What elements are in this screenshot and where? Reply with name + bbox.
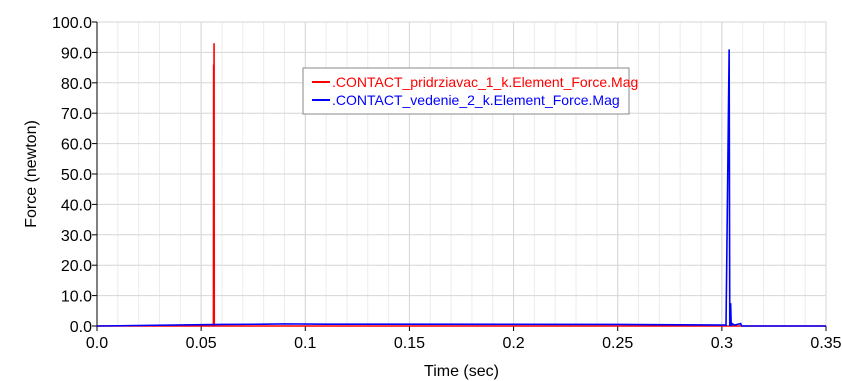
- y-tick-label: 70.0: [61, 106, 92, 123]
- x-tick-label: 0.1: [294, 335, 316, 352]
- x-tick-label: 0.3: [711, 335, 733, 352]
- y-tick-label: 100.0: [52, 15, 92, 32]
- x-tick-label: 0.0: [86, 335, 108, 352]
- y-tick-label: 50.0: [61, 167, 92, 184]
- legend: .CONTACT_pridrziavac_1_k.Element_Force.M…: [302, 67, 638, 115]
- y-tick-label: 30.0: [61, 228, 92, 245]
- x-tick-label: 0.25: [602, 335, 633, 352]
- y-tick-label: 20.0: [61, 258, 92, 275]
- legend-box: [302, 67, 630, 115]
- y-axis-title: Force (newton): [23, 120, 40, 228]
- y-tick-label: 0.0: [70, 319, 92, 336]
- plot-area: [96, 43, 826, 327]
- y-tick-label: 60.0: [61, 137, 92, 154]
- x-tick-label: 0.05: [186, 335, 217, 352]
- y-tick-label: 40.0: [61, 197, 92, 214]
- x-tick-label: 0.2: [502, 335, 524, 352]
- y-tick-label: 10.0: [61, 289, 92, 306]
- x-axis-title: Time (sec): [424, 363, 499, 380]
- legend-label: .CONTACT_pridrziavac_1_k.Element_Force.M…: [332, 74, 638, 90]
- y-tick-label: 90.0: [61, 45, 92, 62]
- series-line-1: [97, 43, 826, 327]
- series-line-2: [96, 49, 826, 327]
- x-tick-label: 0.15: [394, 335, 425, 352]
- x-tick-label: 0.35: [810, 335, 841, 352]
- y-tick-label: 80.0: [61, 76, 92, 93]
- legend-label: .CONTACT_vedenie_2_k.Element_Force.Mag: [332, 92, 620, 108]
